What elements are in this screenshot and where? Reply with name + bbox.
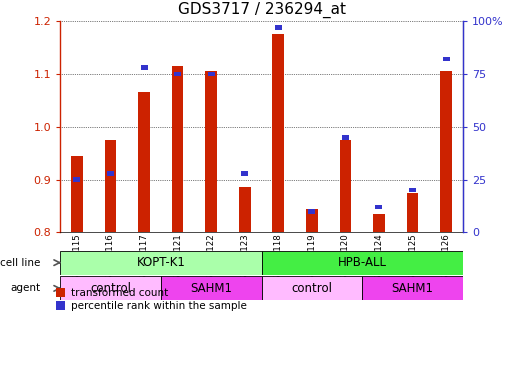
- Text: HPB-ALL: HPB-ALL: [338, 256, 386, 269]
- Bar: [339, 140, 351, 232]
- Text: SAHM1: SAHM1: [392, 282, 434, 295]
- Bar: [73, 177, 81, 182]
- Bar: [239, 187, 251, 232]
- Bar: [376, 205, 382, 209]
- Bar: [71, 156, 83, 232]
- Bar: [409, 188, 416, 192]
- Bar: [342, 135, 349, 140]
- Bar: [60, 276, 161, 300]
- Bar: [373, 214, 385, 232]
- Text: KOPT-K1: KOPT-K1: [137, 256, 185, 269]
- Bar: [105, 140, 116, 232]
- Bar: [172, 66, 184, 232]
- Bar: [362, 276, 463, 300]
- Bar: [60, 251, 262, 275]
- Bar: [262, 276, 362, 300]
- Text: control: control: [291, 282, 332, 295]
- Bar: [161, 276, 262, 300]
- Bar: [440, 71, 452, 232]
- Title: GDS3717 / 236294_at: GDS3717 / 236294_at: [177, 2, 346, 18]
- Bar: [174, 71, 181, 76]
- Bar: [306, 209, 317, 232]
- Bar: [141, 65, 147, 70]
- Bar: [241, 171, 248, 175]
- Bar: [272, 34, 284, 232]
- Text: control: control: [90, 282, 131, 295]
- Bar: [107, 171, 114, 175]
- Bar: [206, 71, 217, 232]
- Bar: [309, 209, 315, 214]
- Bar: [262, 251, 463, 275]
- Bar: [138, 93, 150, 232]
- Bar: [442, 57, 450, 61]
- Text: cell line: cell line: [0, 258, 40, 268]
- Bar: [407, 193, 418, 232]
- Bar: [208, 71, 214, 76]
- Bar: [275, 25, 282, 30]
- Text: agent: agent: [10, 283, 40, 293]
- Legend: transformed count, percentile rank within the sample: transformed count, percentile rank withi…: [55, 287, 247, 312]
- Text: SAHM1: SAHM1: [190, 282, 232, 295]
